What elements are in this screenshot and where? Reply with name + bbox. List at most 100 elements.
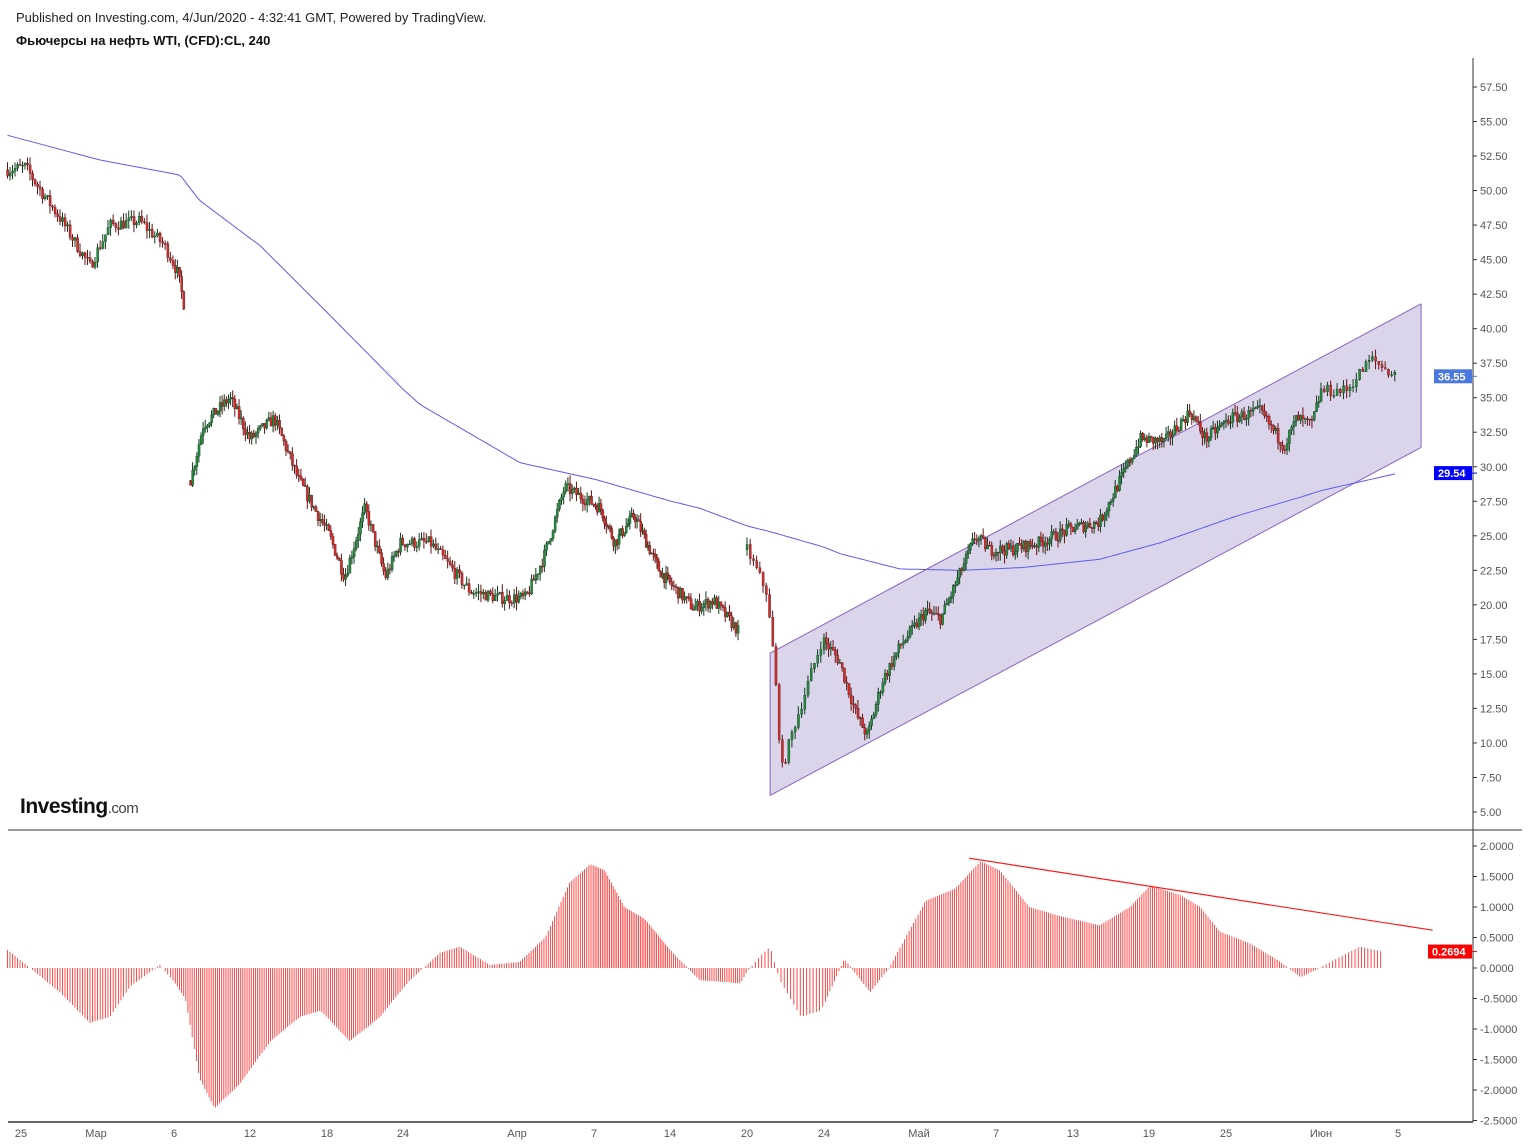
candle: [1272, 424, 1275, 431]
last-price-badge: 36.55: [1438, 371, 1466, 383]
candle: [1184, 419, 1187, 423]
channel-upper-line: [769, 303, 1422, 654]
candle: [937, 613, 940, 616]
candle: [376, 545, 379, 548]
candle: [16, 164, 19, 169]
candle: [803, 695, 807, 710]
candle: [1048, 539, 1051, 545]
price-tick-label: 52.50: [1480, 151, 1508, 163]
candle: [1173, 425, 1177, 435]
candle: [312, 506, 316, 508]
candle: [934, 613, 938, 615]
candle: [31, 173, 34, 180]
candle: [78, 251, 82, 256]
candle: [344, 575, 347, 580]
candle: [790, 731, 794, 740]
candle: [114, 223, 118, 228]
candle: [652, 552, 655, 555]
oscillator-tick-label: -1.5000: [1480, 1055, 1517, 1067]
candle: [73, 237, 77, 241]
price-tick-label: 12.50: [1480, 703, 1508, 715]
candle: [333, 544, 337, 556]
candle: [220, 402, 224, 407]
candle: [429, 536, 433, 547]
price-tick-label: 45.00: [1480, 255, 1508, 267]
candle: [836, 654, 839, 663]
candle: [932, 613, 936, 615]
candle: [176, 267, 179, 273]
candle: [1281, 444, 1284, 450]
candle: [874, 704, 878, 715]
candle: [556, 509, 559, 518]
candle: [267, 417, 271, 421]
candle: [947, 598, 951, 604]
candle: [895, 652, 898, 657]
candle: [1384, 367, 1387, 370]
candle: [359, 521, 362, 535]
candle: [33, 179, 37, 185]
candle: [958, 568, 961, 578]
time-tick-label: 25: [15, 1128, 27, 1140]
candle: [1175, 425, 1179, 431]
candle: [758, 567, 762, 573]
candle: [581, 498, 585, 504]
candle: [346, 573, 350, 576]
candle: [384, 570, 388, 578]
candle: [401, 537, 404, 545]
candle: [528, 592, 531, 595]
candle: [1116, 486, 1119, 491]
candle: [532, 578, 536, 581]
candle: [1190, 414, 1194, 420]
candle: [1393, 372, 1397, 375]
candle: [691, 608, 695, 611]
candle: [1374, 356, 1377, 362]
candle: [771, 617, 775, 647]
candle: [579, 492, 583, 500]
candle: [924, 610, 927, 621]
candle: [1143, 437, 1147, 440]
candle: [53, 207, 57, 214]
candle: [269, 417, 273, 427]
candle: [508, 595, 511, 603]
candle: [810, 668, 813, 682]
candle: [797, 714, 800, 728]
candle: [1160, 437, 1164, 442]
candle: [601, 509, 605, 519]
candle: [127, 217, 131, 221]
candle: [1270, 424, 1273, 426]
candle: [868, 725, 871, 731]
candle: [1364, 361, 1368, 373]
candle: [284, 440, 288, 452]
candle: [843, 667, 846, 683]
candle: [86, 257, 89, 259]
candle: [436, 548, 440, 550]
candle: [806, 680, 810, 696]
candle: [945, 603, 949, 606]
candle: [668, 575, 671, 582]
candle: [140, 216, 144, 222]
candle: [685, 596, 689, 598]
candle: [713, 597, 716, 605]
candle: [1304, 418, 1307, 420]
candle: [299, 475, 303, 480]
candle: [410, 538, 414, 545]
candle: [350, 556, 354, 559]
candle: [229, 397, 232, 400]
candle: [1011, 545, 1015, 555]
price-tick-label: 32.50: [1480, 427, 1508, 439]
candle: [216, 410, 220, 415]
candle: [1308, 418, 1312, 421]
candle: [534, 574, 538, 581]
candle: [711, 601, 714, 605]
candle: [248, 432, 251, 440]
candle: [674, 586, 678, 588]
candle: [1207, 437, 1211, 442]
candle: [399, 537, 402, 553]
candle: [148, 228, 151, 231]
candle: [643, 530, 646, 535]
candle: [208, 422, 211, 426]
candle: [726, 611, 729, 617]
candle: [109, 219, 112, 228]
candle: [1263, 410, 1266, 417]
